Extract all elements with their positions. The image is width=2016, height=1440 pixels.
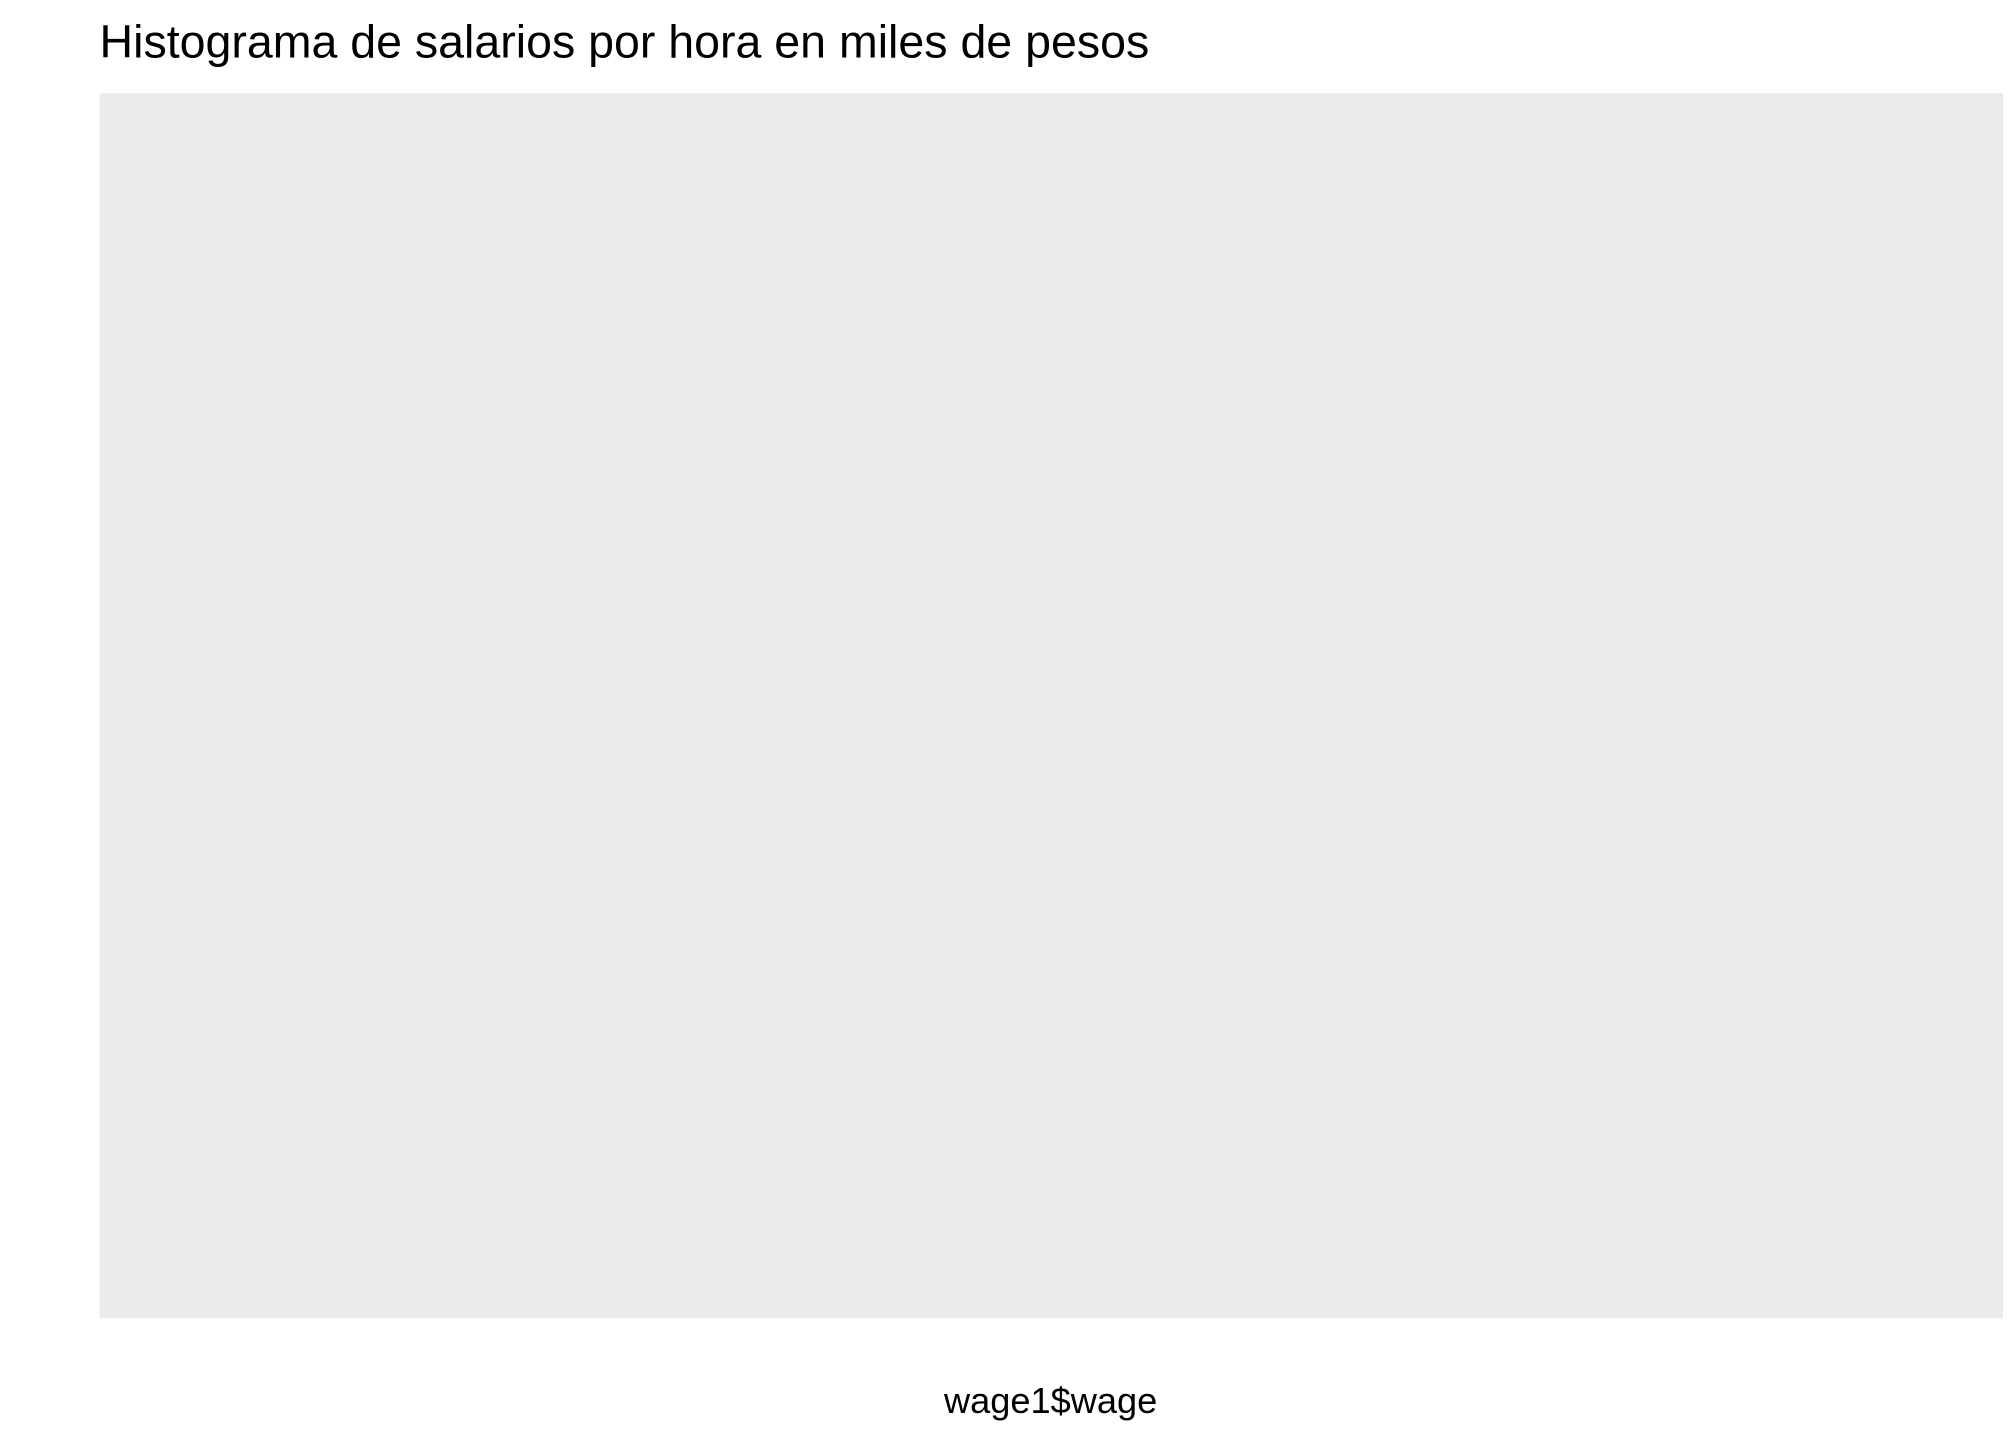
chart-title: Histograma de salarios por hora en miles… [100,16,1150,68]
plot-panel [99,93,2004,1319]
x-axis-label: wage1$wage [943,1380,1157,1421]
